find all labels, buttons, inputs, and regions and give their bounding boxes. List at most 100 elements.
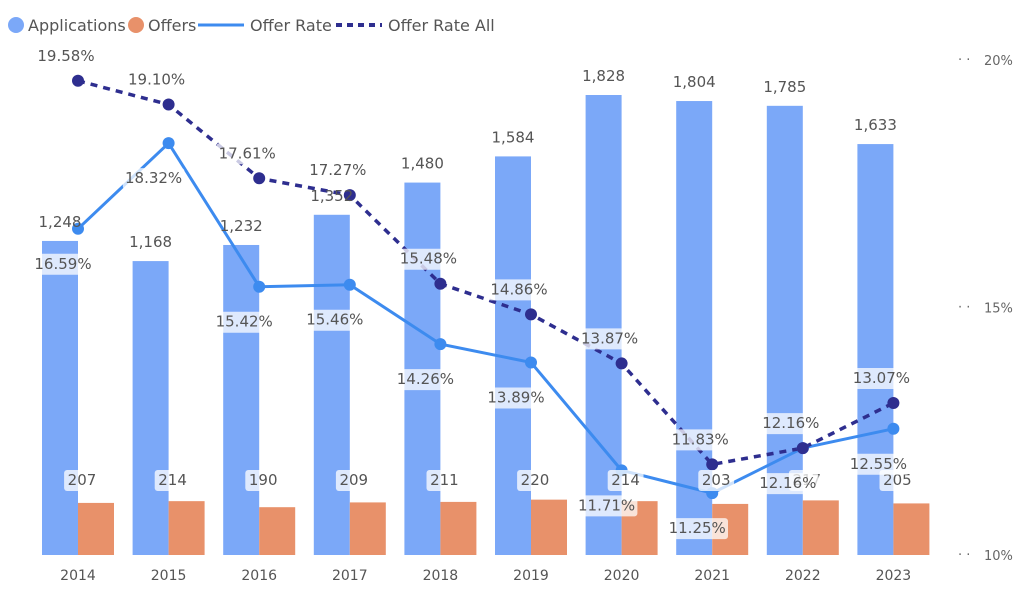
data-label-offer-rate-bg xyxy=(32,253,94,275)
data-label-offer-rate-all-bg xyxy=(760,413,822,435)
y2-tick-label: 20% xyxy=(984,54,1013,69)
data-label-offers-bg xyxy=(335,470,372,491)
data-label-offer-rate-all-bg xyxy=(125,69,188,91)
bar-applications xyxy=(857,144,894,556)
data-label-offer-rate-all: 11.83% xyxy=(672,430,729,448)
data-label-offer-rate: 11.71% xyxy=(578,496,635,514)
bar-applications xyxy=(404,182,441,556)
data-label-applications: 1,584 xyxy=(492,128,535,146)
data-label-offers-bg xyxy=(879,470,916,491)
data-label-offer-rate-all: 19.10% xyxy=(128,71,185,89)
point-offer-rate-all xyxy=(72,74,84,87)
data-label-offers: 214 xyxy=(158,471,187,489)
point-offer-rate-all xyxy=(253,172,266,185)
data-label-offer-rate-bg xyxy=(122,168,185,190)
data-label-offer-rate-all-bg xyxy=(669,429,731,451)
data-label-offer-rate-bg xyxy=(757,473,819,495)
legend-marker-offers xyxy=(128,17,144,33)
legend-label-offer-rate-all: Offer Rate All xyxy=(388,16,495,35)
data-label-offer-rate-all: 13.07% xyxy=(853,369,910,387)
data-label-offer-rate-all-bg xyxy=(850,368,913,390)
data-labels: 1,248 1,168 1,232 1,352 1,480 1,584 1,828 1,804… xyxy=(32,45,916,540)
bar-applications xyxy=(223,244,260,555)
y2-tick-dots: · · xyxy=(958,301,970,316)
data-label-applications: 1,232 xyxy=(220,217,263,235)
point-offer-rate-all xyxy=(434,277,447,290)
data-label-offers-bg xyxy=(607,470,644,491)
data-label-offers: 214 xyxy=(611,471,640,489)
bar-offers xyxy=(349,502,386,555)
point-offer-rate-all xyxy=(162,98,175,111)
line-offer-rate xyxy=(76,140,894,495)
data-label-offer-rate-all: 14.86% xyxy=(490,280,547,298)
x-tick-label: 2023 xyxy=(876,568,912,584)
legend-label-offers: Offers xyxy=(148,16,196,35)
data-label-applications: 1,804 xyxy=(673,73,716,91)
point-offer-rate-all xyxy=(706,458,719,471)
x-tick-label: 2022 xyxy=(785,568,821,584)
data-label-offers-bg xyxy=(517,470,553,491)
data-label-offer-rate: 16.59% xyxy=(34,255,91,273)
data-label-offer-rate: 15.42% xyxy=(216,313,273,331)
data-label-offer-rate: 12.16% xyxy=(759,474,816,492)
x-tick-label: 2017 xyxy=(332,568,368,584)
x-tick-label: 2016 xyxy=(241,568,277,584)
data-label-applications: 1,352 xyxy=(310,187,353,205)
x-axis: 2014 2015 2016 2017 2018 2019 2020 2021 2022 2023 xyxy=(60,568,911,584)
data-label-offers: 190 xyxy=(249,471,278,489)
bar-offers xyxy=(802,500,839,555)
y2-tick-label: 15% xyxy=(984,302,1013,317)
data-label-offer-rate-all-bg xyxy=(578,328,641,350)
data-label-offers-bg xyxy=(154,470,191,491)
bar-offers xyxy=(440,501,477,555)
data-label-offers-bg xyxy=(698,470,735,491)
data-label-applications: 1,168 xyxy=(129,233,172,251)
x-tick-label: 2015 xyxy=(151,568,187,584)
point-offer-rate xyxy=(72,222,84,235)
y2-tick-dots: · · xyxy=(958,53,970,68)
data-label-offers: 220 xyxy=(521,471,550,489)
data-label-applications: 1,480 xyxy=(401,155,444,173)
data-label-offer-rate-all-bg xyxy=(397,248,460,270)
y2-tick-dots: · · xyxy=(958,548,970,563)
data-label-offer-rate-bg xyxy=(666,518,728,540)
point-offer-rate xyxy=(525,356,537,369)
point-offer-rate-all xyxy=(887,397,900,410)
data-label-applications: 1,633 xyxy=(854,116,897,134)
data-label-offer-rate-all: 17.27% xyxy=(309,161,366,179)
bar-applications xyxy=(42,240,78,556)
point-offer-rate xyxy=(434,338,447,351)
bar-offers xyxy=(531,499,567,555)
data-label-offer-rate-all: 19.58% xyxy=(37,47,94,65)
point-offer-rate xyxy=(162,137,175,150)
data-label-offers-bg xyxy=(64,470,100,491)
point-offer-rate-all xyxy=(343,189,356,202)
data-label-offer-rate-bg xyxy=(304,309,366,331)
data-label-offers: 207 xyxy=(68,471,97,489)
data-label-offer-rate-all-bg xyxy=(35,45,97,67)
point-offer-rate xyxy=(253,280,266,293)
point-offer-rate xyxy=(887,422,900,435)
bar-applications xyxy=(313,214,350,555)
data-label-offer-rate: 14.26% xyxy=(397,370,454,388)
data-label-offer-rate-all: 12.16% xyxy=(762,414,819,432)
data-label-offers: 203 xyxy=(702,471,731,489)
legend-marker-applications xyxy=(8,17,24,33)
x-tick-label: 2019 xyxy=(513,568,549,584)
data-label-offer-rate-all-bg xyxy=(216,143,278,165)
data-label-offers-bg xyxy=(426,470,463,491)
data-label-offer-rate: 15.46% xyxy=(306,311,363,329)
data-label-offer-rate-all-bg xyxy=(307,160,369,182)
y2-tick-label: 10% xyxy=(984,549,1013,564)
line-offer-rate-all xyxy=(77,79,895,467)
data-label-offer-rate-bg xyxy=(575,495,638,517)
data-label-offer-rate: 12.55% xyxy=(850,455,907,473)
bar-offers xyxy=(893,503,930,555)
data-label-offer-rate: 18.32% xyxy=(125,169,182,187)
legend-label-offer-rate: Offer Rate xyxy=(250,16,332,35)
data-label-offer-rate-all: 13.87% xyxy=(581,329,638,347)
data-label-offer-rate-bg xyxy=(847,453,910,475)
data-label-offer-rate: 11.25% xyxy=(669,519,726,537)
data-label-offer-rate-bg xyxy=(485,387,547,409)
